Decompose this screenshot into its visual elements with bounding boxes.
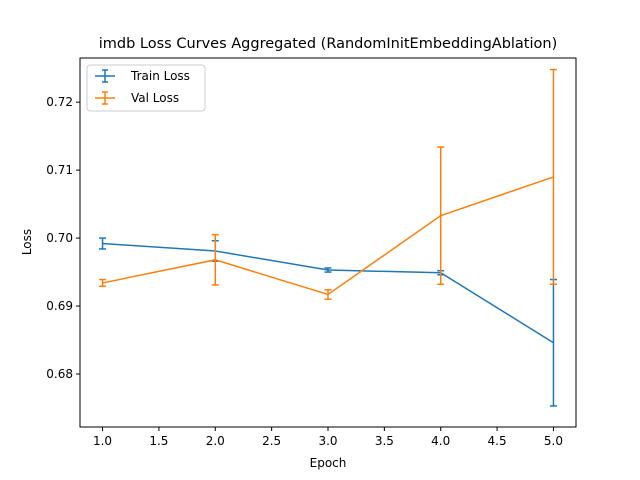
y-axis-label: Loss [20,229,34,255]
y-tick-label: 0.72 [46,95,73,109]
chart-title: imdb Loss Curves Aggregated (RandomInitE… [99,36,558,52]
x-tick-label: 1.5 [149,434,168,448]
x-tick-label: 1.0 [93,434,112,448]
series-line [102,242,554,344]
plot-frame [79,57,577,428]
legend: Train Loss Val Loss [86,64,206,112]
series-line [102,176,554,296]
y-axis: 0.68 0.69 0.70 0.71 0.72 [46,95,80,381]
x-tick-label: 2.0 [206,434,225,448]
series-1 [99,68,557,300]
series-0 [99,237,557,407]
x-axis: 1.0 1.5 2.0 2.5 3.0 3.5 4.0 4.5 5.0 [93,427,563,448]
legend-box [86,64,206,112]
legend-label: Train Loss [130,69,190,83]
x-tick-label: 4.5 [488,434,507,448]
x-tick-label: 3.0 [318,434,337,448]
x-tick-label: 3.5 [375,434,394,448]
y-tick-label: 0.69 [46,299,73,313]
y-tick-label: 0.68 [46,367,73,381]
x-axis-label: Epoch [310,456,347,470]
y-tick-label: 0.70 [46,231,73,245]
x-tick-label: 2.5 [262,434,281,448]
legend-label: Val Loss [131,91,179,105]
x-tick-label: 5.0 [544,434,563,448]
y-tick-label: 0.71 [46,163,73,177]
x-tick-label: 4.0 [431,434,450,448]
plot-area [99,68,557,407]
